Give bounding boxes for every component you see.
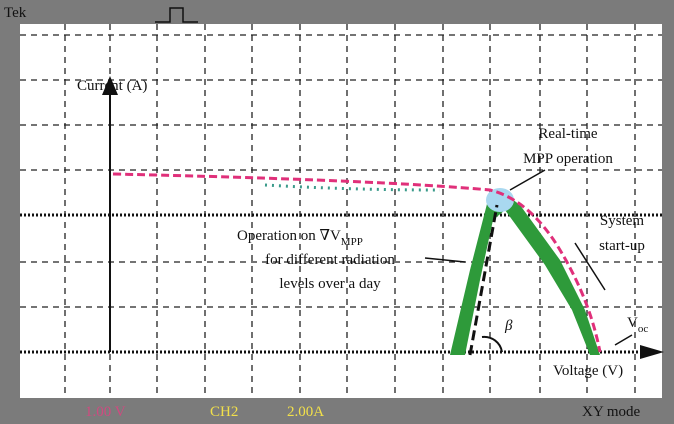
current-label: Current (A) bbox=[77, 78, 147, 94]
operation-prefix: Operation on ∇V bbox=[237, 228, 341, 244]
scope-screen: Tek Current (A) Real-time MPP operation … bbox=[0, 0, 674, 424]
mpp-label: Real-time bbox=[538, 126, 597, 142]
voltage-label: Voltage (V) bbox=[553, 363, 623, 379]
voc-main: V bbox=[627, 315, 638, 331]
ch2-scale: 2.00A bbox=[287, 404, 324, 420]
ch2-label: CH2 bbox=[210, 404, 238, 420]
startup-label: start-up bbox=[599, 238, 645, 254]
mpp-label: MPP operation bbox=[523, 151, 613, 167]
voc-subscript: oc bbox=[638, 323, 649, 335]
startup-label: System bbox=[600, 213, 645, 229]
mode: XY mode bbox=[582, 404, 641, 420]
operation-label: levels over a day bbox=[279, 276, 381, 292]
ch1-scale: 1.00 V bbox=[85, 404, 126, 420]
operation-subscript: MPP bbox=[341, 236, 363, 248]
operation-label: for different radiation bbox=[265, 252, 395, 268]
brand: Tek bbox=[4, 5, 27, 21]
beta-label: β bbox=[504, 318, 513, 334]
